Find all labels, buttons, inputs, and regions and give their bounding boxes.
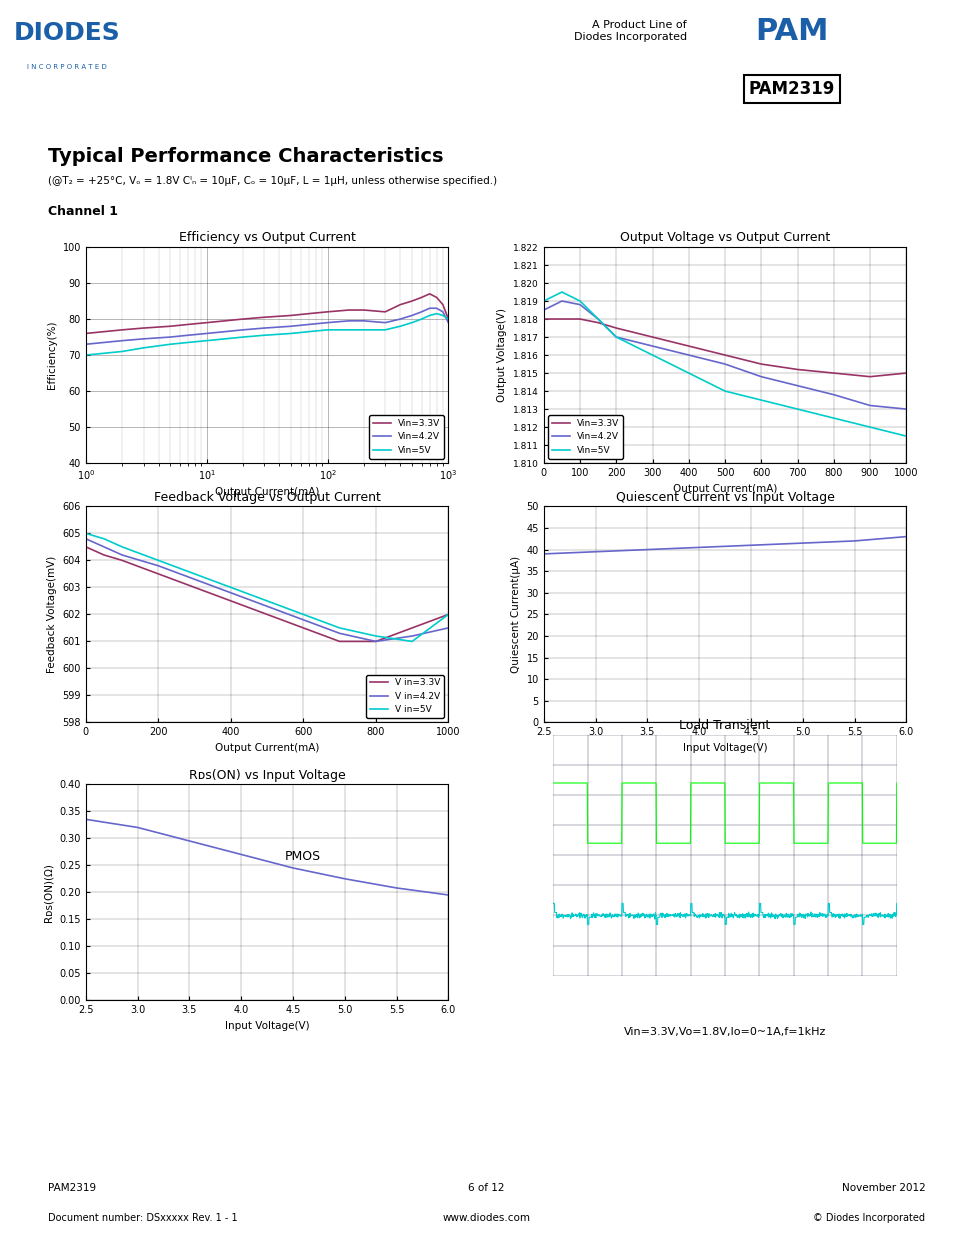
X-axis label: Input Voltage(V): Input Voltage(V) — [682, 743, 766, 753]
Text: PAM: PAM — [754, 16, 828, 46]
Text: November 2012: November 2012 — [841, 1183, 924, 1193]
Legend: Vin=3.3V, Vin=4.2V, Vin=5V: Vin=3.3V, Vin=4.2V, Vin=5V — [369, 415, 443, 458]
Text: DIODES: DIODES — [13, 21, 120, 46]
Text: Output
Voltage: Output Voltage — [521, 905, 550, 925]
Text: Document number: DSxxxxx Rev. 1 - 1: Document number: DSxxxxx Rev. 1 - 1 — [48, 1213, 237, 1223]
Title: Feedback Voltage vs Output Current: Feedback Voltage vs Output Current — [153, 490, 380, 504]
Y-axis label: Feedback Voltage(mV): Feedback Voltage(mV) — [47, 556, 57, 673]
Text: PAM2319: PAM2319 — [748, 80, 834, 98]
Title: Quiescent Current vs Input Voltage: Quiescent Current vs Input Voltage — [615, 490, 834, 504]
Y-axis label: Rᴅs(ON)(Ω): Rᴅs(ON)(Ω) — [44, 863, 53, 921]
Text: PAM2319: PAM2319 — [48, 1183, 95, 1193]
Text: Typical Performance Characteristics: Typical Performance Characteristics — [48, 147, 443, 165]
X-axis label: Output Current(mA): Output Current(mA) — [214, 743, 319, 753]
Text: Vin=3.3V,Vo=1.8V,Io=0~1A,f=1kHz: Vin=3.3V,Vo=1.8V,Io=0~1A,f=1kHz — [623, 1028, 825, 1037]
Text: Channel 1: Channel 1 — [48, 205, 117, 217]
Title: Efficiency vs Output Current: Efficiency vs Output Current — [178, 231, 355, 245]
Text: PMOS: PMOS — [285, 850, 321, 863]
Y-axis label: Quiescent Current(µA): Quiescent Current(µA) — [510, 556, 520, 673]
Y-axis label: Output Voltage(V): Output Voltage(V) — [497, 308, 507, 403]
Text: A Product Line of
Diodes Incorporated: A Product Line of Diodes Incorporated — [573, 20, 686, 42]
Y-axis label: Efficiency(%): Efficiency(%) — [47, 321, 57, 389]
X-axis label: Output Current(mA): Output Current(mA) — [214, 488, 319, 498]
Text: © Diodes Incorporated: © Diodes Incorporated — [813, 1213, 924, 1223]
X-axis label: Output Current(mA): Output Current(mA) — [672, 484, 777, 494]
Legend: Vin=3.3V, Vin=4.2V, Vin=5V: Vin=3.3V, Vin=4.2V, Vin=5V — [548, 415, 622, 458]
Text: 6 of 12: 6 of 12 — [468, 1183, 504, 1193]
Text: (@T₂ = +25°C, Vₒ = 1.8V Cᴵₙ = 10µF, Cₒ = 10µF, L = 1µH, unless otherwise specifi: (@T₂ = +25°C, Vₒ = 1.8V Cᴵₙ = 10µF, Cₒ =… — [48, 175, 497, 185]
X-axis label: Input Voltage(V): Input Voltage(V) — [225, 1021, 309, 1031]
Text: I N C O R P O R A T E D: I N C O R P O R A T E D — [27, 64, 107, 69]
Title: Output Voltage vs Output Current: Output Voltage vs Output Current — [619, 231, 829, 245]
Title: Load Transient: Load Transient — [679, 719, 770, 732]
Text: Output
Current: Output Current — [521, 804, 550, 823]
Legend: V in=3.3V, V in=4.2V, V in=5V: V in=3.3V, V in=4.2V, V in=5V — [366, 674, 443, 718]
Text: www.diodes.com: www.diodes.com — [442, 1213, 530, 1223]
Title: Rᴅs(ON) vs Input Voltage: Rᴅs(ON) vs Input Voltage — [189, 768, 345, 782]
